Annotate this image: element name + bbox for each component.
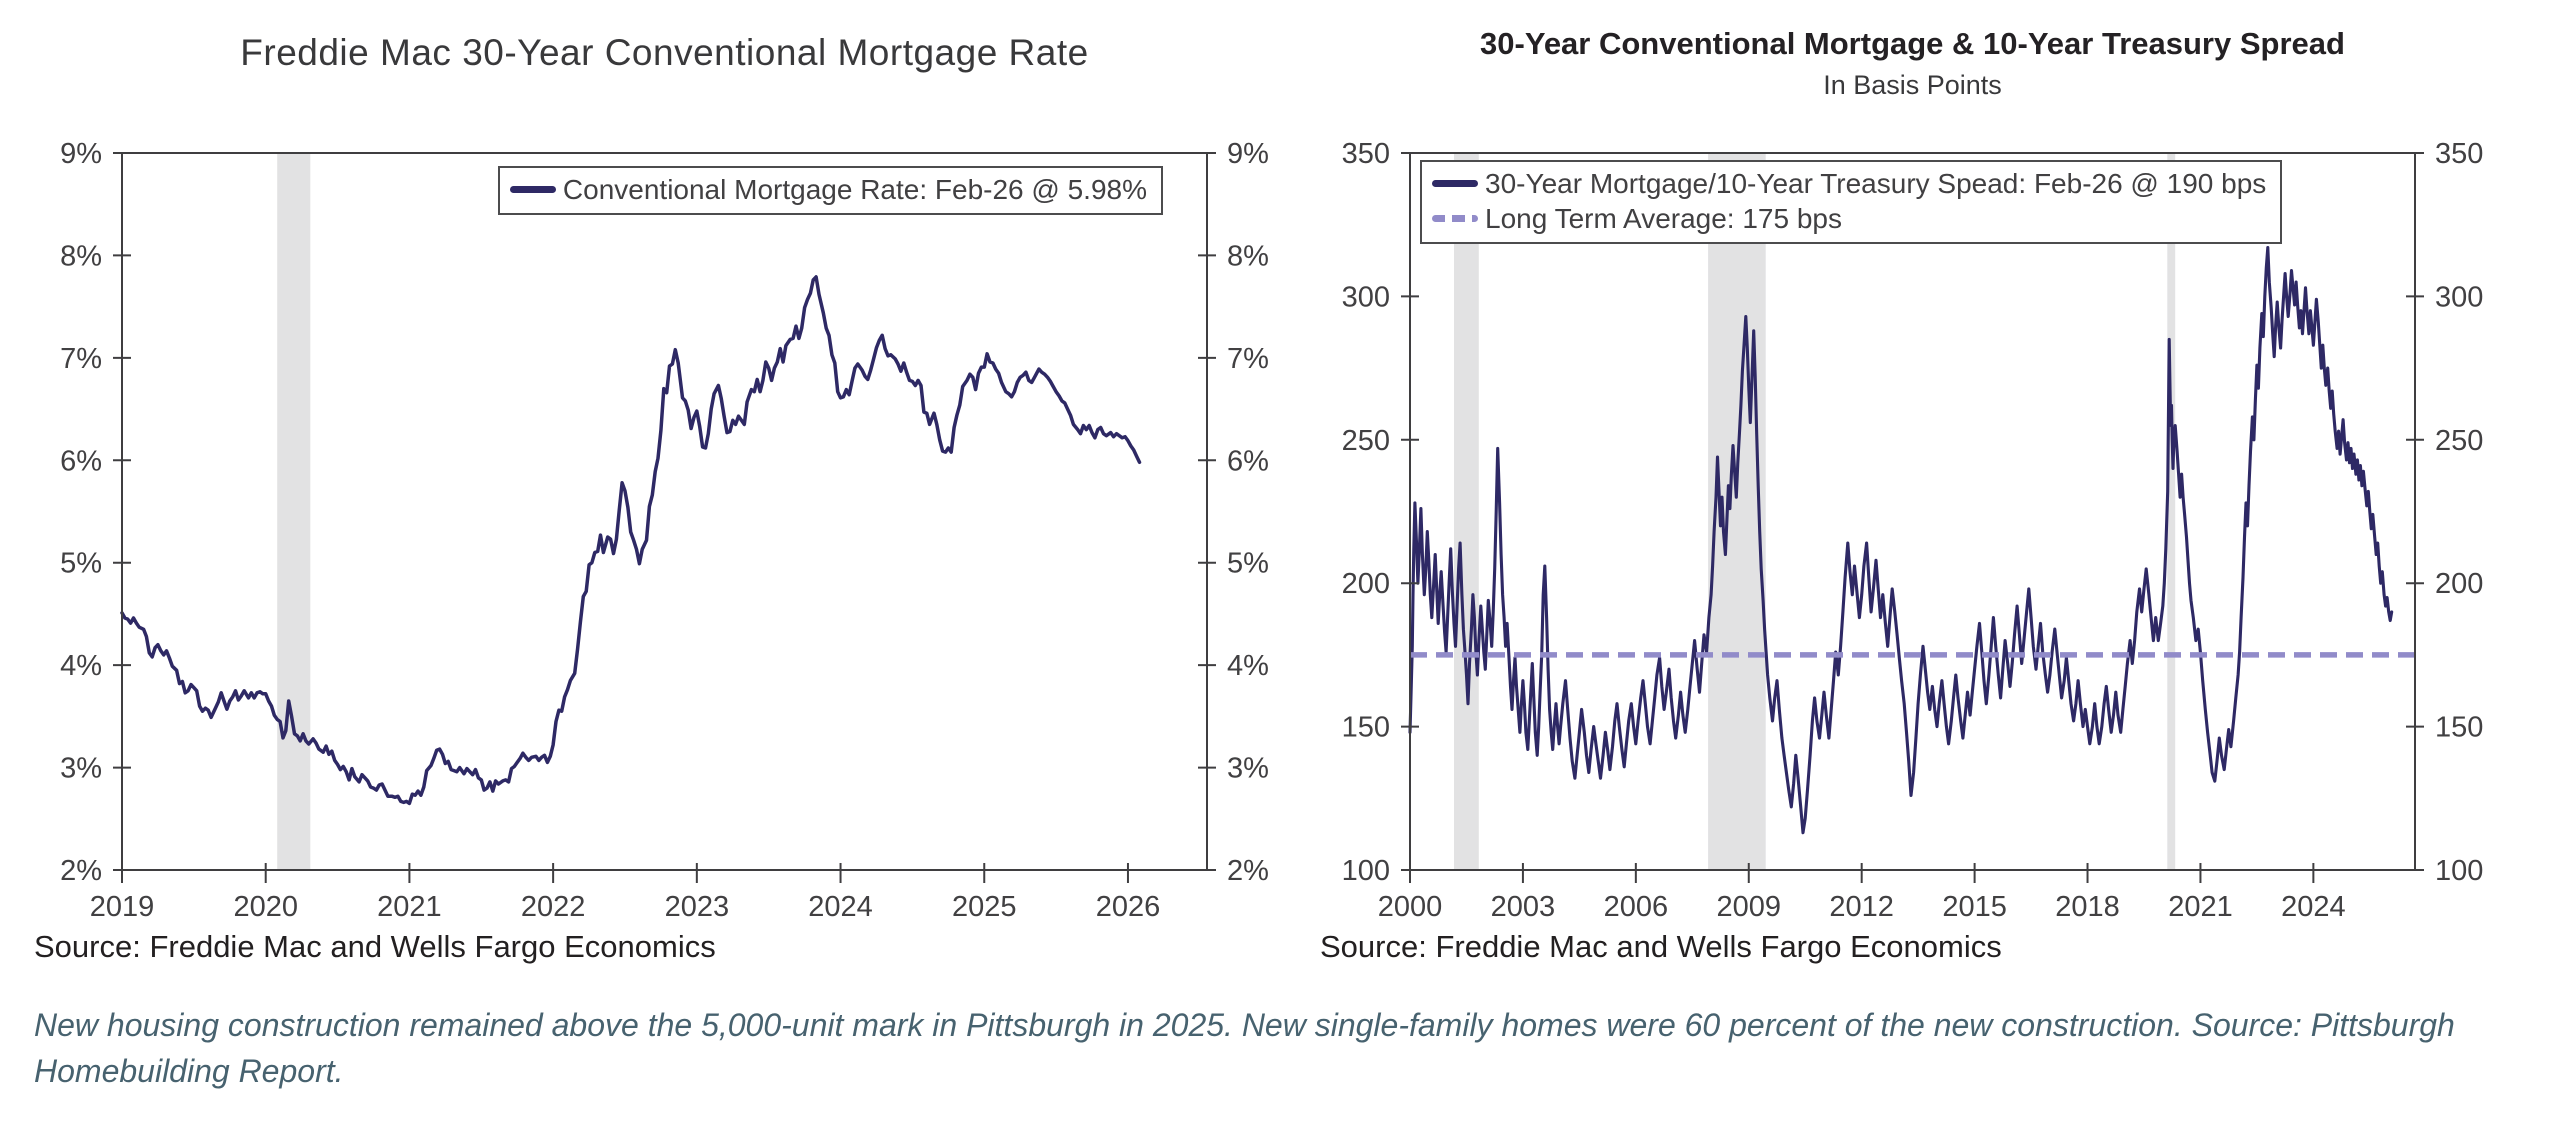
svg-text:9%: 9% — [60, 139, 102, 170]
svg-text:2003: 2003 — [1491, 891, 1556, 917]
svg-text:2026: 2026 — [1096, 891, 1161, 917]
svg-text:2022: 2022 — [521, 891, 586, 917]
svg-text:250: 250 — [1342, 425, 1390, 457]
svg-text:8%: 8% — [60, 240, 102, 272]
svg-text:2015: 2015 — [1942, 891, 2007, 917]
svg-text:2018: 2018 — [2055, 891, 2120, 917]
svg-text:2024: 2024 — [808, 891, 873, 917]
treasury-spread-panel: 30-Year Conventional Mortgage & 10-Year … — [1320, 0, 2485, 965]
svg-text:9%: 9% — [1227, 139, 1269, 170]
svg-text:3%: 3% — [60, 753, 102, 785]
legend-row: Long Term Average: 175 bps — [1432, 201, 2266, 236]
svg-text:2024: 2024 — [2281, 891, 2346, 917]
mortgage-rate-chart: 2% 2% 3% 3% 4% 4% 5% 5% 6% 6% 7% 7% 8% 8% 9% 9% 2019 2020… — [60, 139, 1269, 917]
svg-text:2%: 2% — [60, 855, 102, 887]
legend-label: Conventional Mortgage Rate: Feb-26 @ 5.9… — [562, 174, 1147, 205]
svg-text:3%: 3% — [1227, 753, 1269, 785]
treasury-spread-chart-subtitle: In Basis Points — [1823, 70, 2002, 100]
treasury-spread-legend: 30-Year Mortgage/10-Year Treasury Spead:… — [1420, 160, 2283, 244]
treasury-spread-chart-title: 30-Year Conventional Mortgage & 10-Year … — [1480, 26, 2345, 61]
svg-text:2012: 2012 — [1829, 891, 1894, 917]
svg-text:6%: 6% — [1227, 445, 1269, 477]
legend-row: Conventional Mortgage Rate: Feb-26 @ 5.9… — [509, 172, 1147, 207]
legend-row: 30-Year Mortgage/10-Year Treasury Spead:… — [1432, 166, 2266, 201]
svg-text:150: 150 — [1342, 712, 1390, 744]
legend-label: Long Term Average: 175 bps — [1485, 203, 1842, 234]
svg-text:150: 150 — [2435, 712, 2483, 744]
svg-text:2009: 2009 — [1717, 891, 1782, 917]
svg-text:250: 250 — [2435, 425, 2483, 457]
svg-text:2%: 2% — [1227, 855, 1269, 887]
svg-text:5%: 5% — [1227, 548, 1269, 580]
svg-text:4%: 4% — [60, 650, 102, 682]
mortgage-rate-chart-title: Freddie Mac 30-Year Conventional Mortgag… — [240, 32, 1089, 73]
solid-line-swatch-icon — [1432, 180, 1478, 187]
mortgage-rate-legend: Conventional Mortgage Rate: Feb-26 @ 5.9… — [497, 166, 1163, 215]
svg-text:4%: 4% — [1227, 650, 1269, 682]
svg-text:2006: 2006 — [1604, 891, 1669, 917]
svg-text:5%: 5% — [60, 548, 102, 580]
svg-text:350: 350 — [1342, 139, 1390, 170]
svg-text:350: 350 — [2435, 139, 2483, 170]
treasury-spread-chart: 100 100 150 150 200 200 250 250 300 300 350 350 2000… — [1342, 139, 2484, 917]
svg-text:7%: 7% — [60, 343, 102, 375]
svg-text:7%: 7% — [1227, 343, 1269, 375]
svg-text:6%: 6% — [60, 445, 102, 477]
legend-label: 30-Year Mortgage/10-Year Treasury Spead:… — [1485, 168, 2267, 199]
svg-text:200: 200 — [2435, 568, 2483, 600]
svg-text:2019: 2019 — [90, 891, 155, 917]
svg-text:2023: 2023 — [665, 891, 730, 917]
mortgage-rate-panel: Freddie Mac 30-Year Conventional Mortgag… — [34, 0, 1279, 965]
source-note: Source: Freddie Mac and Wells Fargo Econ… — [34, 929, 716, 964]
treasury-spread-chart-area: 100 100 150 150 200 200 250 250 300 300 350 350 2000… — [1320, 139, 2485, 917]
svg-text:2021: 2021 — [2168, 891, 2233, 917]
svg-text:100: 100 — [2435, 855, 2483, 887]
svg-text:2020: 2020 — [233, 891, 298, 917]
dashed-line-swatch-icon — [1432, 215, 1478, 222]
treasury-spread-chart-title-block: 30-Year Conventional Mortgage & 10-Year … — [1320, 0, 2485, 139]
svg-text:2025: 2025 — [952, 891, 1017, 917]
svg-text:300: 300 — [1342, 281, 1390, 313]
svg-text:8%: 8% — [1227, 240, 1269, 272]
svg-text:200: 200 — [1342, 568, 1390, 600]
mortgage-rate-chart-area: 2% 2% 3% 3% 4% 4% 5% 5% 6% 6% 7% 7% 8% 8% 9% 9% 2019 2020… — [34, 139, 1279, 917]
source-note: Source: Freddie Mac and Wells Fargo Econ… — [1320, 929, 2002, 964]
page-caption: New housing construction remained above … — [34, 1007, 2455, 1090]
svg-text:2021: 2021 — [377, 891, 442, 917]
svg-text:300: 300 — [2435, 281, 2483, 313]
svg-text:100: 100 — [1342, 855, 1390, 887]
svg-text:2000: 2000 — [1378, 891, 1443, 917]
solid-line-swatch-icon — [509, 186, 556, 193]
